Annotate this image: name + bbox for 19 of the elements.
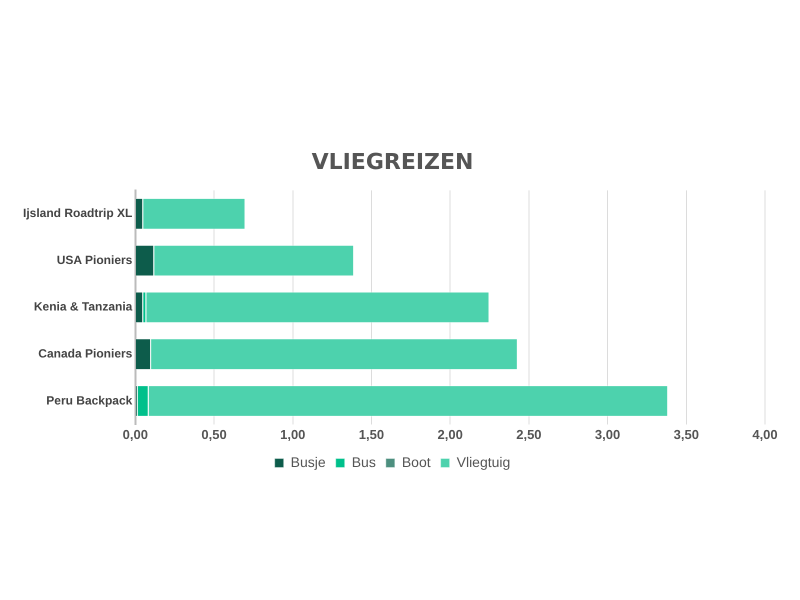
x-tick-label: 4,00 [752, 426, 778, 442]
x-tick-label: 2,00 [438, 426, 463, 442]
y-tick-label: USA Pioniers [56, 252, 133, 267]
legend-label: Boot [402, 454, 431, 470]
x-tick-label: 2,50 [516, 426, 542, 442]
chart-title: VLIEGREIZEN [312, 150, 474, 175]
legend-label: Vliegtuig [456, 454, 510, 470]
x-tick-label: 1,50 [358, 426, 384, 442]
y-tick-label: Kenia & Tanzania [34, 300, 133, 314]
legend-label: Busje [290, 454, 326, 470]
x-tick-label: 1,00 [280, 426, 306, 442]
y-tick-label: Peru Backpack [46, 393, 133, 408]
x-tick-label: 3,50 [674, 426, 699, 442]
y-tick-label: Canada Pioniers [38, 346, 133, 361]
legend-label: Bus [352, 454, 376, 470]
x-tick-label: 3,00 [594, 426, 620, 442]
y-tick-label: Ijsland Roadtrip XL [23, 206, 132, 220]
x-tick-label: 0,50 [201, 426, 227, 442]
x-tick-label: 0,00 [122, 426, 148, 442]
